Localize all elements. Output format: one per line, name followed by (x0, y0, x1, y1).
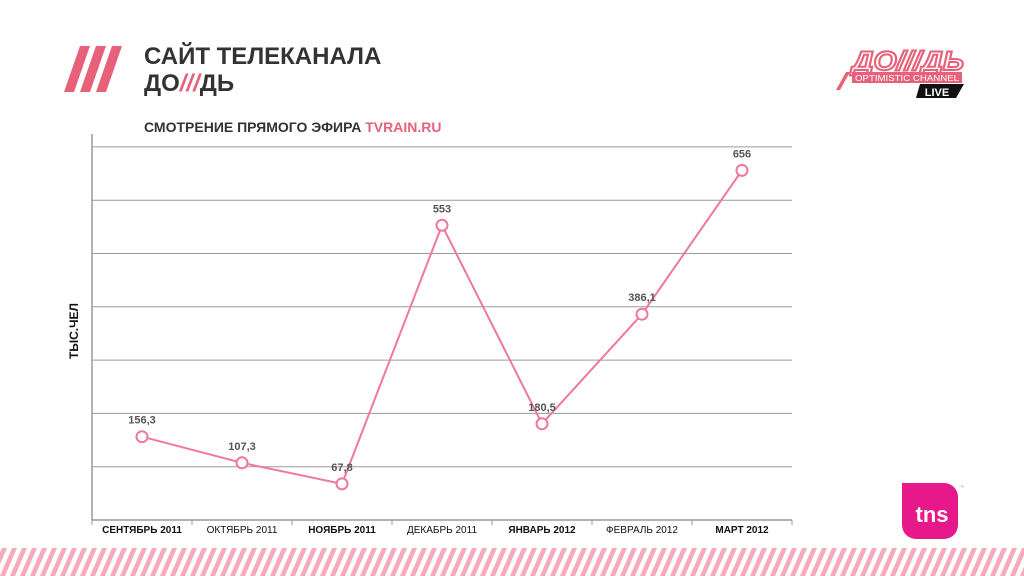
x-tick-label: СЕНТЯБРЬ 2011 (102, 525, 182, 536)
data-label: 107,3 (228, 441, 256, 453)
x-tick-label: ФЕВРАЛЬ 2012 (606, 525, 678, 536)
data-label: 656 (733, 148, 751, 160)
subtitle-main: СМОТРЕНИЕ ПРЯМОГО ЭФИРА (144, 119, 362, 135)
svg-text:™: ™ (960, 485, 964, 491)
data-label: 180,5 (528, 402, 556, 414)
x-tick-label: ДЕКАБРЬ 2011 (406, 525, 477, 536)
series-line (141, 169, 743, 486)
title-line-1: САЙТ ТЕЛЕКАНАЛА (144, 43, 382, 70)
logo-name: ДО///ДЬ (850, 46, 964, 76)
data-point (235, 456, 249, 470)
data-label: 67,8 (331, 462, 352, 474)
x-tick-label: МАРТ 2012 (715, 525, 769, 536)
tns-logo: tns ™ (902, 483, 964, 539)
logo-tagline: OPTIMISTIC CHANNEL (855, 73, 959, 83)
subtitle-site: TVRAIN.RU (365, 119, 442, 135)
title-pre: ДО (144, 70, 180, 97)
data-label: 156,3 (128, 415, 156, 427)
decorative-slashes (64, 46, 122, 92)
x-tick-label: ОКТЯБРЬ 2011 (206, 525, 278, 536)
tns-logo-text: tns (916, 502, 949, 527)
title-line-2: ДО///ДЬ (144, 70, 381, 97)
data-point (135, 430, 149, 444)
x-tick-label: НОЯБРЬ 2011 (308, 525, 376, 536)
footer-stripes (0, 548, 1024, 576)
data-point (535, 417, 549, 431)
data-point (735, 163, 749, 177)
y-axis-label: ТЫС.ЧЕЛ (67, 303, 81, 359)
chart-subtitle: СМОТРЕНИЕ ПРЯМОГО ЭФИРА TVRAIN.RU (144, 119, 441, 135)
x-axis-labels: СЕНТЯБРЬ 2011 ОКТЯБРЬ 2011 НОЯБРЬ 2011 ДЕКА… (92, 522, 792, 540)
x-tick-label: ЯНВАРЬ 2012 (508, 525, 576, 536)
data-point (435, 218, 449, 232)
logo-badge: LIVE (925, 87, 949, 99)
title-slashes: /// (179, 70, 200, 97)
title-post: ДЬ (199, 70, 235, 97)
data-point (335, 477, 349, 491)
data-point (635, 307, 649, 321)
data-label: 386,1 (628, 292, 656, 304)
dozhd-logo: ДО///ДЬ OPTIMISTIC CHANNEL LIVE (836, 45, 965, 99)
page-title: САЙТ ТЕЛЕКАНАЛА ДО///ДЬ (144, 43, 381, 97)
data-label: 553 (433, 203, 451, 215)
